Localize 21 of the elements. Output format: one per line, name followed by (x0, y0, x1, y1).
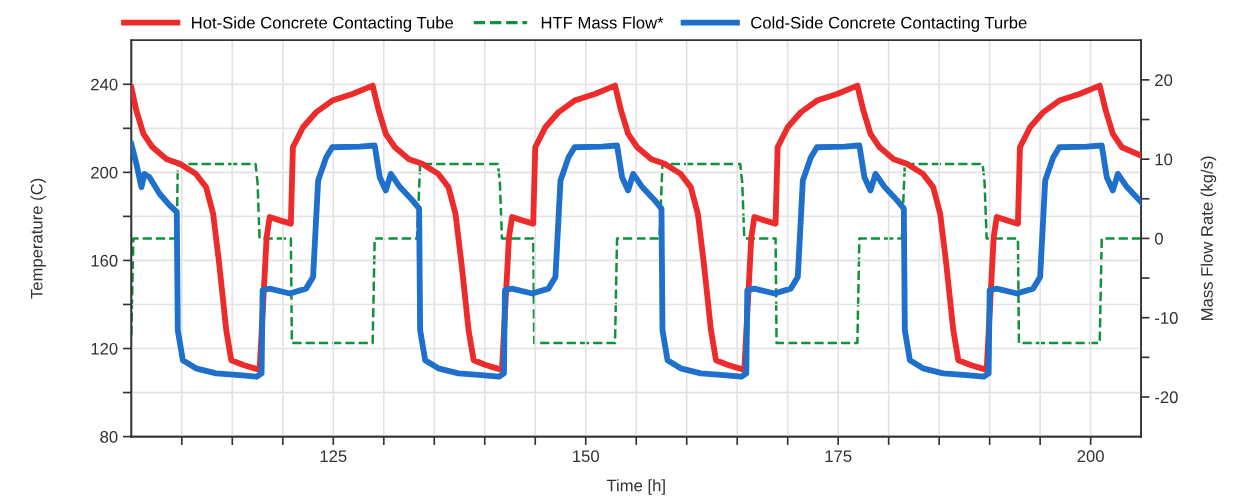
x-tick-label: 150 (573, 450, 599, 463)
legend-label: Cold-Side Concrete Contacting Turbe (751, 16, 1027, 32)
y-tick-label: 160 (91, 254, 118, 267)
y-tick-label: 240 (91, 78, 118, 91)
y2-tick-label: 10 (1155, 153, 1173, 166)
y2-tick-label: 0 (1154, 232, 1163, 245)
line-series (131, 162, 1142, 345)
x-tick-label: 200 (1077, 450, 1104, 463)
y-tick-label: 120 (91, 342, 118, 355)
y2-axis-title: Mass Flow Rate (kg/s) (1200, 156, 1217, 320)
legend-label: HTF Mass Flow* (541, 16, 664, 29)
y2-tick-label: -20 (1155, 391, 1178, 404)
y-axis-title: Temperature (C) (30, 178, 46, 299)
y2-tick-label: 20 (1155, 74, 1173, 87)
x-tick-label: 125 (320, 450, 347, 463)
y-tick-label: 80 (100, 431, 118, 443)
y2-tick-label: -10 (1155, 312, 1178, 324)
y-tick-label: 200 (91, 166, 118, 179)
x-tick-label: 175 (825, 450, 852, 463)
legend-label: Hot-Side Concrete Contacting Tube (192, 16, 454, 32)
x-axis-title: Time [h] (606, 479, 665, 495)
